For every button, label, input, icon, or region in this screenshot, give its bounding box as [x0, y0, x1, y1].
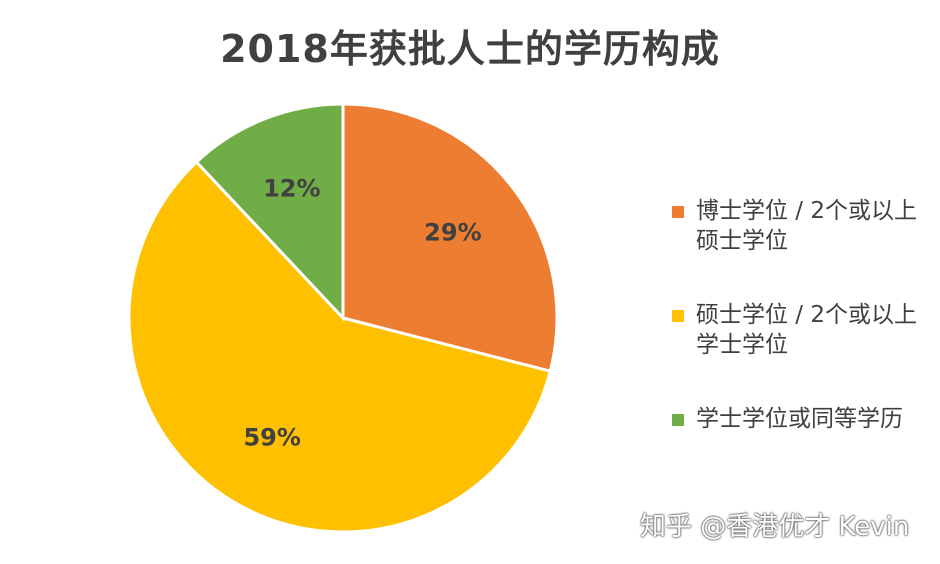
legend-entry-doctorate[interactable]: 博士学位 / 2个或以上硕士学位: [668, 196, 930, 300]
legend-label-masters: 硕士学位 / 2个或以上学士学位: [696, 302, 918, 358]
legend-label-doctorate: 博士学位 / 2个或以上硕士学位: [696, 198, 918, 254]
legend-swatch-doctorate: [672, 206, 684, 218]
pie-slice-doctorate[interactable]: [341, 102, 559, 374]
legend: 博士学位 / 2个或以上硕士学位 硕士学位 / 2个或以上学士学位 学士学位或同…: [668, 196, 930, 508]
pie-slices: [127, 102, 559, 534]
data-label-masters: 59%: [243, 424, 300, 452]
legend-swatch-bachelors: [672, 414, 684, 426]
legend-label-bachelors: 学士学位或同等学历: [696, 406, 903, 432]
data-label-bachelors: 12%: [263, 175, 320, 203]
pie-data-labels: 29% 59% 12%: [243, 175, 481, 452]
pie-slice-masters[interactable]: [127, 159, 553, 534]
data-label-doctorate: 29%: [424, 219, 481, 247]
watermark-text: 知乎 @香港优才 Kevin: [640, 512, 910, 542]
chart-title: 2018年获批人士的学历构成: [220, 27, 720, 71]
legend-entry-bachelors[interactable]: 学士学位或同等学历: [668, 404, 930, 508]
pie-slice-bachelors[interactable]: [194, 102, 345, 322]
legend-swatch-masters: [672, 310, 684, 322]
legend-entry-masters[interactable]: 硕士学位 / 2个或以上学士学位: [668, 300, 930, 404]
